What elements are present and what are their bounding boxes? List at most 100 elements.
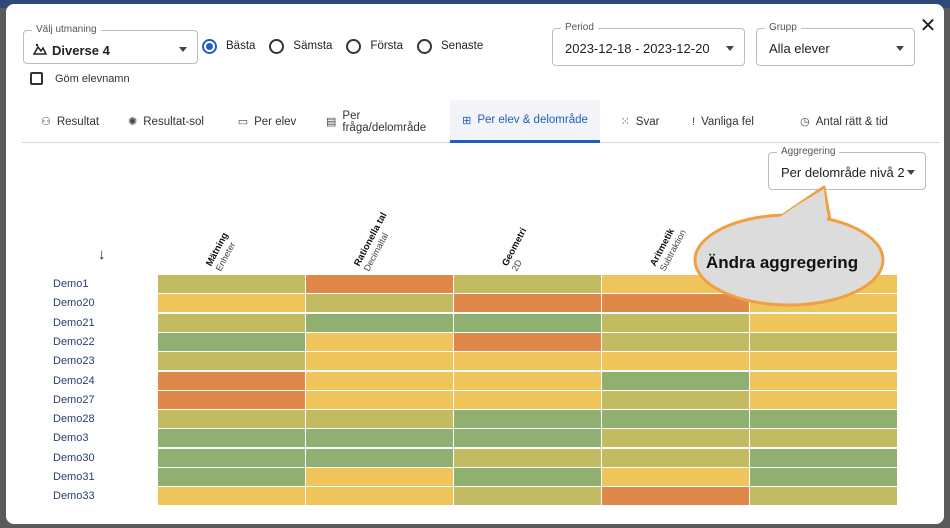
heatmap-cell[interactable] <box>750 313 897 332</box>
heatmap-cell[interactable] <box>750 448 897 467</box>
ranking-radio-3[interactable]: Senaste <box>417 38 483 54</box>
heatmap-cell[interactable] <box>602 371 749 390</box>
heatmap-cell[interactable] <box>454 390 601 409</box>
row-student-name[interactable]: Demo24 <box>53 374 95 387</box>
heatmap-cell[interactable] <box>454 313 601 332</box>
ranking-radio-0[interactable]: Bästa <box>202 38 255 54</box>
heatmap-cell[interactable] <box>306 390 453 409</box>
heatmap-cell[interactable] <box>306 371 453 390</box>
tab-3[interactable]: ▤ Per fråga/delområde <box>318 100 442 143</box>
row-student-name[interactable]: Demo21 <box>53 316 95 329</box>
heatmap-cell[interactable] <box>454 294 601 313</box>
hide-names-checkbox[interactable]: Göm elevnamn <box>30 72 130 85</box>
heatmap-cell[interactable] <box>750 390 897 409</box>
heatmap-cell[interactable] <box>158 429 305 448</box>
row-student-name[interactable]: Demo1 <box>53 278 89 290</box>
row-student-name[interactable]: Demo3 <box>53 432 89 445</box>
heatmap-cell[interactable] <box>158 294 305 313</box>
heatmap-cell[interactable] <box>306 487 453 506</box>
row-student-name[interactable]: Demo22 <box>53 335 95 348</box>
heatmap-cell[interactable] <box>306 275 453 293</box>
radio-circle[interactable] <box>202 38 217 54</box>
heatmap-cell[interactable] <box>158 352 305 371</box>
tab-4[interactable]: ⊞ Per elev & delområde <box>450 100 600 143</box>
heatmap-cell[interactable] <box>454 275 601 293</box>
ranking-radio-2[interactable]: Första <box>346 38 403 54</box>
tab-7[interactable]: ◷ Antal rätt & tid <box>782 100 906 143</box>
heatmap-cell[interactable] <box>750 371 897 390</box>
heatmap-cell[interactable] <box>750 468 897 486</box>
heatmap-cell[interactable] <box>158 448 305 467</box>
tab-bar: ⚇ Resultat ✺ Resultat-sol ▭ Per elev ▤ Per fråg… <box>22 100 940 143</box>
radio-circle[interactable] <box>269 38 285 54</box>
row-student-name[interactable]: Demo23 <box>53 355 95 368</box>
heatmap-cell[interactable] <box>602 448 749 467</box>
heatmap-cell[interactable] <box>158 332 305 351</box>
heatmap-cell[interactable] <box>306 352 453 371</box>
period-select[interactable]: Period 2023-12-18 - 2023-12-20 <box>552 22 745 66</box>
row-student-name[interactable]: Demo28 <box>53 413 95 426</box>
heatmap-cell[interactable] <box>602 390 749 409</box>
heatmap-cell[interactable] <box>158 313 305 332</box>
heatmap-cell[interactable] <box>750 487 897 506</box>
heatmap-cell[interactable] <box>602 294 749 313</box>
heatmap-cell[interactable] <box>602 468 749 486</box>
heatmap-cell[interactable] <box>602 313 749 332</box>
heatmap-cell[interactable] <box>158 468 305 486</box>
column-header: Mätning Enheter <box>204 231 240 273</box>
row-student-name[interactable]: Demo31 <box>53 471 95 483</box>
heatmap-cell[interactable] <box>454 487 601 506</box>
heatmap-cell[interactable] <box>602 487 749 506</box>
heatmap-cell[interactable] <box>454 371 601 390</box>
heatmap-cell[interactable] <box>454 352 601 371</box>
row-student-name[interactable]: Demo20 <box>53 297 95 310</box>
heatmap-cell[interactable] <box>158 410 305 429</box>
heatmap-cell[interactable] <box>306 468 453 486</box>
heatmap-cell[interactable] <box>306 332 453 351</box>
heatmap-cell[interactable] <box>158 275 305 293</box>
tab-0[interactable]: ⚇ Resultat <box>30 100 110 143</box>
heatmap-cell[interactable] <box>602 275 749 293</box>
heatmap-cell[interactable] <box>454 429 601 448</box>
close-icon[interactable]: ✕ <box>919 15 937 37</box>
heatmap-cell[interactable] <box>454 332 601 351</box>
row-student-name[interactable]: Demo33 <box>53 490 95 503</box>
heatmap-cell[interactable] <box>306 294 453 313</box>
heatmap-cell[interactable] <box>750 429 897 448</box>
checkbox-box[interactable] <box>30 72 43 85</box>
heatmap-cell[interactable] <box>750 352 897 371</box>
aggregation-select[interactable]: Aggregering Per delområde nivå 2 <box>768 146 926 190</box>
heatmap-cell[interactable] <box>750 275 897 293</box>
tab-5[interactable]: ⁙ Svar <box>612 100 668 143</box>
heatmap-cell[interactable] <box>158 371 305 390</box>
heatmap-cell[interactable] <box>750 332 897 351</box>
tab-2[interactable]: ▭ Per elev <box>224 100 310 143</box>
heatmap-cell[interactable] <box>306 448 453 467</box>
radio-circle[interactable] <box>346 38 362 54</box>
heatmap-cell[interactable] <box>306 429 453 448</box>
row-student-name[interactable]: Demo27 <box>53 393 95 406</box>
heatmap-cell[interactable] <box>750 410 897 429</box>
heatmap-cell[interactable] <box>602 352 749 371</box>
row-student-name[interactable]: Demo30 <box>53 451 95 464</box>
heatmap-cell[interactable] <box>454 410 601 429</box>
radio-circle[interactable] <box>417 38 433 54</box>
sort-arrow-icon[interactable]: ↓ <box>98 246 106 263</box>
heatmap-cell[interactable] <box>306 410 453 429</box>
heatmap-cell[interactable] <box>454 448 601 467</box>
hide-names-label: Göm elevnamn <box>55 72 130 85</box>
heatmap-cell[interactable] <box>454 468 601 486</box>
ranking-radio-1[interactable]: Sämsta <box>269 38 332 54</box>
heatmap-cell[interactable] <box>158 390 305 409</box>
group-select[interactable]: Grupp Alla elever <box>756 22 915 66</box>
heatmap-cell[interactable] <box>602 332 749 351</box>
heatmap-cell[interactable] <box>602 410 749 429</box>
heatmap-cell[interactable] <box>306 313 453 332</box>
heatmap-cell[interactable] <box>750 294 897 313</box>
heatmap-cell[interactable] <box>602 429 749 448</box>
tab-6[interactable]: ! Vanliga fel <box>680 100 766 143</box>
exercise-select[interactable]: Välj utmaning Diverse 4 <box>23 24 198 64</box>
exclamation-icon: ! <box>692 115 696 128</box>
heatmap-cell[interactable] <box>158 487 305 506</box>
tab-1[interactable]: ✺ Resultat-sol <box>118 100 214 143</box>
